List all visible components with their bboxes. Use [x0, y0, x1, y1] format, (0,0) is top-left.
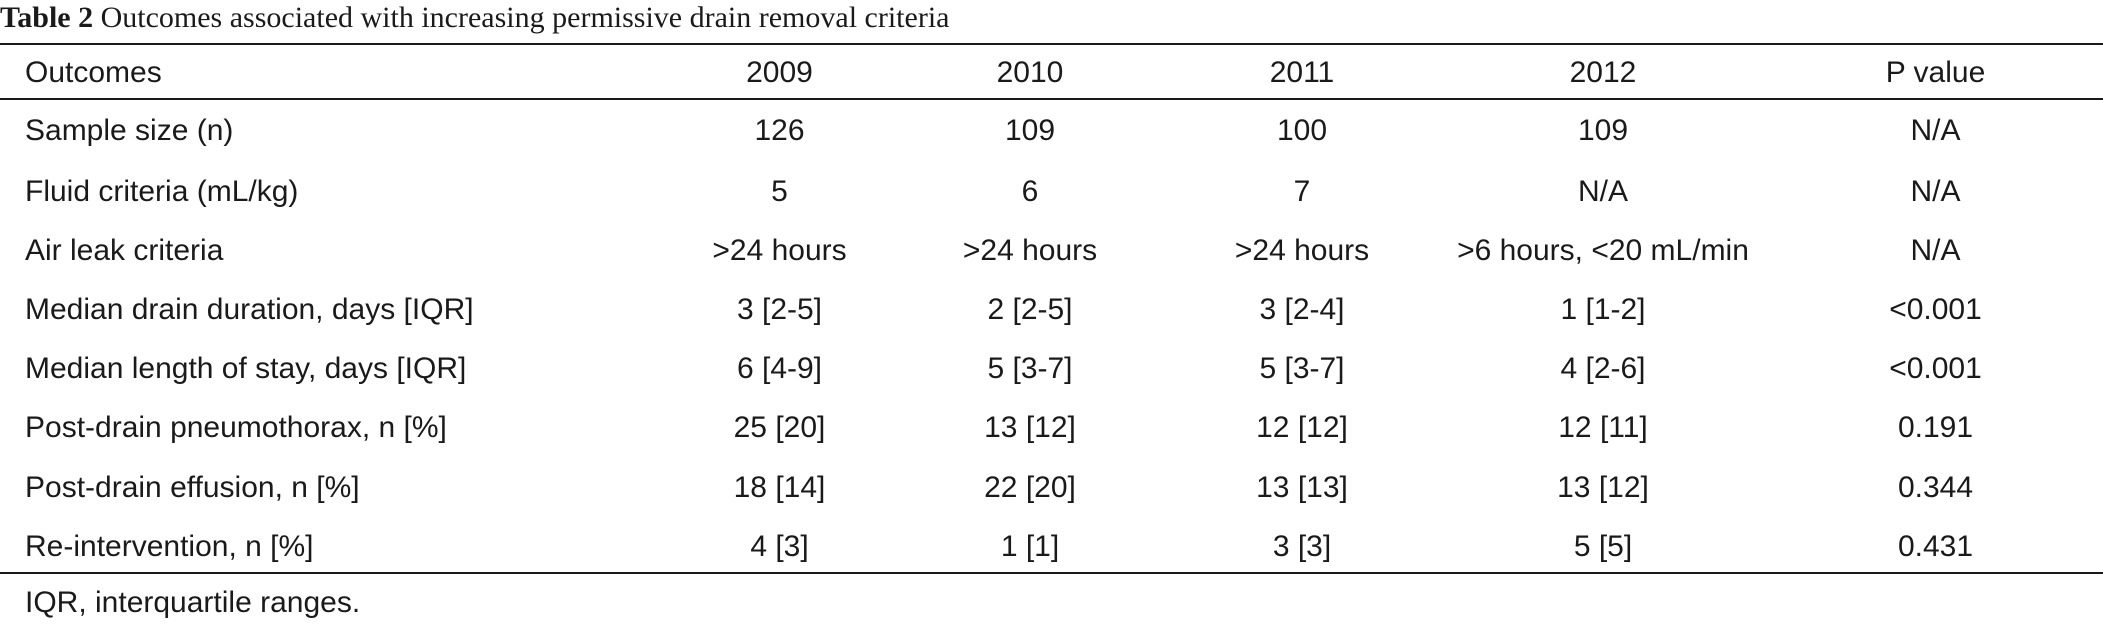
cell-2010: 22 [20]: [984, 470, 1076, 504]
table-row: Median length of stay, days [IQR] 6 [4-9]…: [0, 340, 2103, 399]
row-label: Re-intervention, n [%]: [25, 529, 314, 563]
cell-2009: 5: [771, 174, 788, 208]
table-row: Sample size (n) 126 109 100 109 N/A: [0, 100, 2103, 162]
cell-2011: 3 [3]: [1272, 529, 1332, 563]
row-label: Median drain duration, days [IQR]: [25, 292, 474, 326]
header-rule: [0, 98, 2103, 100]
cell-2010: 13 [12]: [984, 411, 1076, 445]
cell-2010: 6: [1021, 174, 1039, 208]
table-caption: Table 2 Outcomes associated with increas…: [0, 0, 2103, 40]
cell-2012: >6 hours, <20 mL/min: [1457, 233, 1749, 267]
cell-p-value: N/A: [1910, 174, 1961, 208]
cell-p-value: <0.001: [1889, 292, 1982, 326]
cell-2010: >24 hours: [962, 233, 1098, 267]
column-header-p-value: P value: [1885, 55, 1986, 89]
cell-2009: 18 [14]: [733, 470, 826, 504]
cell-2012: 4 [2-6]: [1560, 352, 1646, 386]
cell-p-value: 0.344: [1897, 470, 1974, 504]
cell-2012: 5 [5]: [1573, 529, 1633, 563]
cell-2012: 109: [1577, 114, 1629, 147]
cell-2009: 6 [4-9]: [736, 352, 823, 386]
top-rule: [0, 43, 2103, 45]
table-header-row: Outcomes 2009 2010 2011 2012 P value: [0, 45, 2103, 100]
cell-2011: >24 hours: [1234, 233, 1370, 267]
cell-2011: 3 [2-4]: [1259, 292, 1345, 326]
outcomes-table: Outcomes 2009 2010 2011 2012 P value Sam…: [0, 45, 2103, 576]
caption-label: Table 2: [0, 1, 94, 34]
cell-p-value: 0.431: [1897, 529, 1974, 563]
cell-2009: >24 hours: [712, 233, 847, 267]
table-row: Re-intervention, n [%] 4 [3] 1 [1] 3 [3] 5 […: [0, 517, 2103, 576]
cell-2011: 12 [12]: [1256, 411, 1348, 445]
table-row: Post-drain effusion, n [%] 18 [14] 22 [20]…: [0, 458, 2103, 517]
cell-2010: 5 [3-7]: [987, 352, 1073, 386]
cell-p-value: N/A: [1910, 233, 1961, 267]
cell-2011: 7: [1293, 174, 1311, 208]
column-header-2010: 2010: [996, 55, 1064, 89]
cell-p-value: N/A: [1910, 114, 1961, 147]
cell-2009: 126: [754, 114, 805, 147]
column-header-2012: 2012: [1569, 55, 1637, 89]
cell-2009: 3 [2-5]: [736, 292, 823, 326]
cell-2011: 100: [1276, 114, 1328, 147]
row-label: Post-drain pneumothorax, n [%]: [25, 411, 447, 445]
cell-2011: 5 [3-7]: [1259, 352, 1345, 386]
row-label: Air leak criteria: [25, 233, 224, 267]
cell-2011: 13 [13]: [1256, 470, 1348, 504]
row-label: Fluid criteria (mL/kg): [25, 174, 299, 208]
cell-2012: 1 [1-2]: [1560, 292, 1646, 326]
column-header-2009: 2009: [746, 55, 813, 89]
bottom-rule: [0, 572, 2103, 574]
column-header-2011: 2011: [1269, 55, 1335, 89]
cell-2010: 1 [1]: [1000, 529, 1060, 563]
table-row: Post-drain pneumothorax, n [%] 25 [20] 13 …: [0, 399, 2103, 458]
row-label: Post-drain effusion, n [%]: [25, 470, 360, 504]
row-label: Median length of stay, days [IQR]: [25, 352, 467, 386]
table-row: Fluid criteria (mL/kg) 5 6 7 N/A N/A: [0, 162, 2103, 221]
cell-p-value: <0.001: [1889, 352, 1982, 386]
cell-2012: N/A: [1577, 174, 1628, 208]
table-row: Air leak criteria >24 hours >24 hours >24 h…: [0, 221, 2103, 280]
cell-2012: 12 [11]: [1558, 411, 1648, 445]
cell-2010: 109: [1004, 114, 1056, 147]
table-row: Median drain duration, days [IQR] 3 [2-5]…: [0, 280, 2103, 339]
cell-p-value: 0.191: [1897, 411, 1974, 445]
row-label: Sample size (n): [25, 114, 234, 147]
cell-2012: 13 [12]: [1557, 470, 1649, 504]
cell-2010: 2 [2-5]: [987, 292, 1073, 326]
cell-2009: 4 [3]: [750, 529, 809, 563]
column-header-outcomes: Outcomes: [25, 55, 162, 89]
caption-title: Outcomes associated with increasing perm…: [100, 1, 950, 34]
table-footnote: IQR, interquartile ranges.: [25, 586, 361, 619]
cell-2009: 25 [20]: [733, 411, 826, 445]
